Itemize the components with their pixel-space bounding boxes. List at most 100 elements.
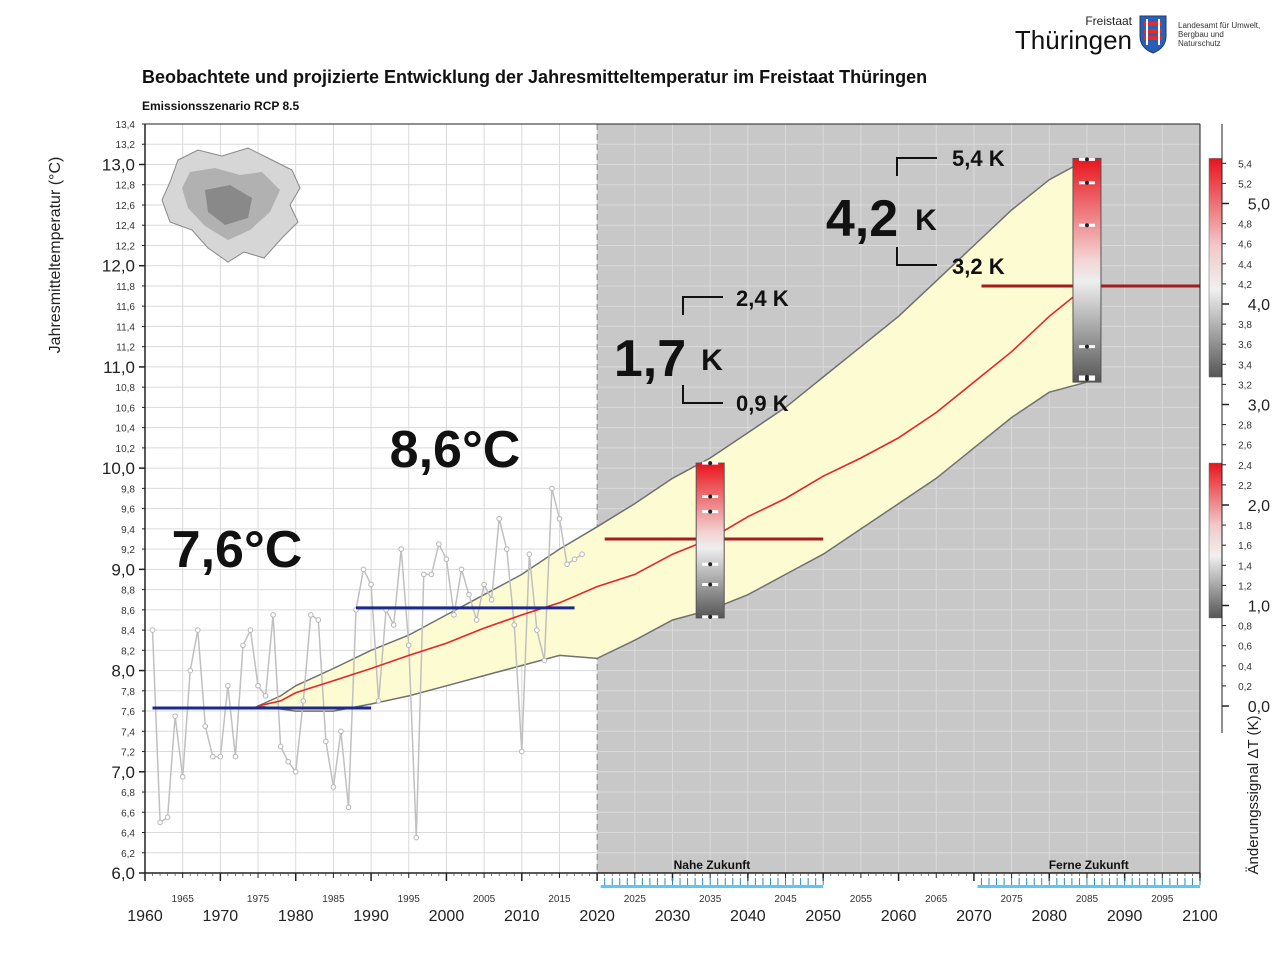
observed-point xyxy=(307,612,314,618)
y-minor-tick-label: 7,4 xyxy=(121,727,135,738)
y-major-tick-label: 10,0 xyxy=(102,459,135,478)
observed-point xyxy=(511,622,518,628)
observed-point xyxy=(315,617,322,623)
y-minor-tick-label: 7,6 xyxy=(121,707,135,718)
data-series xyxy=(149,284,1200,841)
x-major-tick-label: 2000 xyxy=(429,908,465,925)
observed-point xyxy=(458,566,465,573)
logo-state-small: Freistaat xyxy=(1085,14,1132,28)
observed-point xyxy=(549,485,555,492)
x-minor-tick-label: 1965 xyxy=(172,894,195,905)
right-major-tick-label: 4,0 xyxy=(1248,297,1270,314)
observed-point xyxy=(202,723,209,730)
observed-point xyxy=(503,546,510,552)
observed-point xyxy=(217,753,224,760)
observed-point xyxy=(496,515,502,522)
x-major-tick-label: 2030 xyxy=(655,908,691,925)
observed-point xyxy=(390,622,397,628)
right-minor-tick-label: 1,8 xyxy=(1238,521,1252,532)
right-minor-tick-label: 4,2 xyxy=(1238,280,1252,291)
x-major-tick-label: 1990 xyxy=(353,908,389,925)
member-point xyxy=(1084,157,1089,162)
right-major-tick-label: 0,0 xyxy=(1248,699,1270,716)
observed-point xyxy=(571,556,578,563)
x-major-tick-label: 1980 xyxy=(278,908,314,925)
right-minor-tick-label: 0,8 xyxy=(1238,622,1252,633)
observed-point xyxy=(338,728,344,735)
logo-agency: Landesamt für Umwelt, Bergbau und Naturs… xyxy=(1178,20,1261,48)
member-point xyxy=(708,509,713,514)
period-label: Ferne Zukunft xyxy=(1049,858,1129,872)
y-minor-tick-label: 10,4 xyxy=(116,424,136,435)
axes: 6,0 7,0 8,0 9,0 10,0 11,0 12,0 13,0 6,2 6,4 6,6 6,8… xyxy=(47,120,1270,925)
x-minor-tick-label: 2035 xyxy=(699,894,722,905)
right-minor-tick-label: 5,4 xyxy=(1238,159,1252,170)
observed-point xyxy=(398,546,405,552)
y-minor-tick-label: 9,8 xyxy=(121,484,135,495)
observed-point xyxy=(473,617,480,623)
lower-bracket xyxy=(682,385,723,404)
y-minor-tick-label: 12,4 xyxy=(116,221,136,232)
member-point xyxy=(1084,377,1089,382)
x-minor-tick-label: 2005 xyxy=(473,894,496,905)
right-minor-tick-label: 1,6 xyxy=(1238,541,1252,552)
lower-bracket xyxy=(896,247,937,266)
x-minor-tick-label: 2085 xyxy=(1076,894,1099,905)
y-minor-tick-label: 8,6 xyxy=(121,606,135,617)
observed-point xyxy=(232,753,239,760)
y-minor-tick-label: 6,4 xyxy=(121,829,135,840)
observed-point xyxy=(451,612,457,618)
y-minor-tick-label: 6,8 xyxy=(121,788,135,799)
right-minor-tick-label: 3,6 xyxy=(1238,340,1252,351)
observed-point xyxy=(421,571,427,578)
annotations: 7,6°C 8,6°C 1,7 K 2,4 K 0,9 K 4,2 K 5,4 K 3,2 K xyxy=(172,146,1005,579)
y-major-tick-label: 11,0 xyxy=(103,358,135,377)
right-axis-title: Änderungssignal ΔT (K) xyxy=(1245,716,1262,875)
right-minor-tick-label: 1,2 xyxy=(1238,581,1252,592)
y-minor-tick-label: 11,2 xyxy=(116,343,135,354)
observed-point xyxy=(541,657,548,664)
observed-point xyxy=(323,738,329,745)
y-minor-tick-label: 9,6 xyxy=(121,505,135,516)
observed-point xyxy=(556,515,563,522)
right-minor-tick-label: 1,4 xyxy=(1238,561,1252,572)
y-minor-tick-label: 6,6 xyxy=(121,808,135,819)
x-major-tick-label: 2060 xyxy=(881,908,917,925)
right-minor-tick-label: 2,6 xyxy=(1238,441,1252,452)
y-minor-tick-label: 7,2 xyxy=(121,748,135,759)
observed-point xyxy=(564,561,570,568)
projection-median-line xyxy=(257,285,1088,707)
right-minor-tick-label: 3,4 xyxy=(1238,360,1252,371)
right-minor-tick-label: 0,2 xyxy=(1238,682,1252,693)
observed-point xyxy=(300,698,307,704)
observed-point xyxy=(405,642,412,649)
x-major-tick-label: 1970 xyxy=(203,908,239,925)
change-lower-label: 0,9 K xyxy=(736,391,789,416)
chart-title: Beobachtete und projizierte Entwicklung … xyxy=(142,67,927,87)
member-point xyxy=(708,562,713,567)
observed-point xyxy=(368,581,374,588)
y-minor-tick-label: 11,8 xyxy=(116,282,135,293)
observed-point xyxy=(194,627,201,633)
x-major-tick-label: 2050 xyxy=(805,908,841,925)
change-median-unit: K xyxy=(915,204,937,237)
change-median-label: 4,2 xyxy=(826,190,898,248)
x-minor-tick-label: 2095 xyxy=(1151,894,1174,905)
observed-point xyxy=(518,748,525,755)
observed-point xyxy=(428,571,435,578)
observed-point xyxy=(481,581,487,588)
x-minor-tick-label: 2015 xyxy=(548,894,571,905)
x-minor-tick-label: 2025 xyxy=(624,894,647,905)
observed-point xyxy=(360,566,367,573)
x-major-tick-label: 2040 xyxy=(730,908,766,925)
y-minor-tick-label: 12,6 xyxy=(116,201,136,212)
observed-point xyxy=(375,698,382,704)
far-future-scale xyxy=(1208,158,1223,378)
x-minor-tick-label: 2065 xyxy=(925,894,948,905)
y-major-tick-label: 7,0 xyxy=(111,763,135,782)
observed-point xyxy=(443,556,450,563)
observed-point xyxy=(255,682,261,689)
observed-point xyxy=(579,551,585,557)
member-point xyxy=(708,614,713,619)
y-minor-tick-label: 8,2 xyxy=(121,646,135,657)
